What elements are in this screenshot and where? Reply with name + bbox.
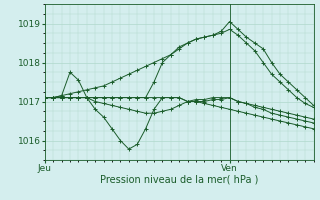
X-axis label: Pression niveau de la mer( hPa ): Pression niveau de la mer( hPa ) bbox=[100, 175, 258, 185]
